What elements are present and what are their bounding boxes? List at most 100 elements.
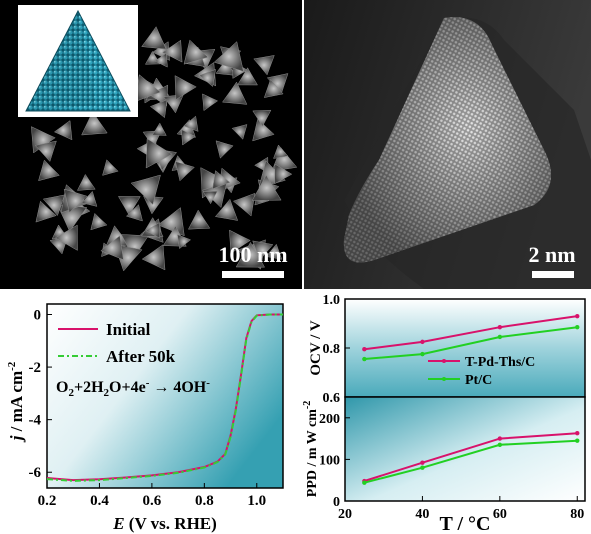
ocv-point	[362, 347, 367, 352]
nanoparticle-cluster-image	[31, 26, 298, 272]
ppd-point	[497, 436, 503, 441]
plot-area	[46, 303, 284, 489]
series-line-1	[46, 313, 283, 482]
nanoparticle	[252, 240, 274, 261]
ocv-y-axis-label: OCV / V	[308, 320, 324, 375]
nanoparticle	[212, 170, 231, 190]
x-tick-label: 0.2	[38, 493, 57, 509]
nanoparticle	[162, 39, 183, 63]
legend-label-ptc: Pt/C	[465, 373, 492, 388]
ppd-point	[420, 465, 425, 470]
x-axis-label: T / °C	[440, 513, 491, 534]
fuel-cell-performance-chart: 0.6 0.8 1.0 0 100 200 20 40 60 80 T-Pd-Ths/C Pt/C…	[302, 293, 586, 534]
nanoparticle	[231, 124, 248, 140]
ocv-point	[497, 324, 503, 330]
nanoparticle	[42, 194, 66, 216]
nanoparticle	[202, 191, 218, 205]
nanoparticle	[34, 140, 57, 162]
nanoparticle	[157, 207, 185, 237]
scale-bar-label: 2 nm	[528, 242, 576, 267]
nanoparticle	[273, 144, 289, 159]
nanoparticle	[175, 161, 195, 182]
ppd-point	[575, 430, 580, 436]
nanoparticle	[202, 93, 219, 112]
nanoparticle	[253, 55, 275, 76]
y-axis-label: j / mA cm-2	[6, 361, 26, 443]
nanoparticle	[222, 81, 248, 105]
nanoparticle	[63, 188, 88, 213]
tetrahedron-model-inset	[18, 5, 138, 117]
legend-label-after: After 50k	[106, 347, 176, 366]
ppd-point	[575, 438, 580, 443]
scale-bar-label: 100 nm	[218, 242, 288, 267]
hrtem-image-panel: 2 nm	[304, 0, 591, 289]
ppd-point	[420, 460, 425, 465]
nanoparticle	[130, 174, 161, 205]
nanoparticle	[145, 222, 161, 239]
nanoparticle	[81, 190, 98, 207]
nanoparticle	[145, 138, 173, 169]
nanoparticle	[141, 244, 166, 271]
nanoparticle	[265, 243, 283, 260]
nanoparticle	[183, 115, 199, 132]
sem-image-panel: 100 nm	[0, 0, 302, 289]
nanoparticle	[81, 111, 108, 136]
nanoparticle	[274, 163, 293, 185]
legend-marker-tpd	[442, 359, 446, 363]
ocv-y-tick-label: 0.8	[323, 342, 341, 357]
nanoparticle	[198, 69, 216, 87]
x-tick-label: 0.6	[143, 493, 162, 509]
nanoparticle	[214, 198, 239, 221]
nanoparticle	[235, 241, 266, 268]
ocv-y-tick-label: 0.6	[323, 391, 341, 406]
ocv-plot-area	[344, 298, 586, 398]
nanoparticle	[151, 122, 167, 136]
x-tick-label: 60	[493, 507, 507, 522]
ocv-point	[420, 339, 425, 345]
nanoparticle	[232, 192, 256, 217]
nanoparticle	[181, 129, 196, 146]
ocv-point	[362, 356, 367, 362]
legend: T-Pd-Ths/C Pt/C	[428, 355, 535, 388]
x-tick-label: 0.8	[195, 493, 214, 509]
lattice-image	[304, 0, 591, 289]
ppd-point	[497, 442, 503, 448]
nanoparticle	[213, 41, 244, 72]
lsv-polarization-chart: 0.2 0.4 0.6 0.8 1.0 0 -2 -4 -6 Initial After 50k…	[6, 303, 284, 533]
legend-label-tpd: T-Pd-Ths/C	[465, 355, 535, 370]
ocv-series-line-0	[364, 315, 578, 351]
nanoparticle	[100, 235, 124, 261]
nanoparticle	[148, 84, 169, 107]
ppd-y-axis-label: PPD / m W cm-2	[302, 401, 320, 497]
nanoparticle	[229, 229, 251, 254]
nanoparticle	[38, 159, 60, 182]
ppd-series-line-0	[364, 432, 578, 482]
nanoparticle	[252, 118, 275, 142]
x-tick-label: 1.0	[247, 493, 266, 509]
y-tick-label: -6	[29, 465, 42, 481]
y-tick-label: -4	[29, 413, 42, 429]
nanoparticle	[163, 94, 184, 114]
svg-text:PPD / m W cm-2: PPD / m W cm-2	[302, 401, 320, 497]
x-tick-label: 20	[338, 507, 352, 522]
nanoparticle	[271, 147, 298, 172]
nanoparticle	[252, 109, 272, 127]
nanoparticle	[141, 26, 167, 50]
scale-bar	[222, 271, 284, 278]
nanoparticle	[215, 140, 234, 159]
x-tick-label: 40	[415, 507, 429, 522]
y-tick-label: -2	[29, 360, 42, 376]
x-tick-label: 0.4	[90, 493, 109, 509]
nanoparticle	[183, 39, 209, 65]
ocv-point	[497, 334, 503, 340]
legend-label-initial: Initial	[106, 320, 151, 339]
nanoparticle	[263, 79, 284, 98]
nanoparticle	[90, 212, 108, 231]
nanoparticle	[54, 224, 78, 251]
ocv-series-line-1	[364, 326, 578, 360]
ppd-point	[362, 480, 367, 485]
svg-text:j / mA cm-2: j / mA cm-2	[6, 361, 26, 443]
ocv-point	[575, 324, 580, 330]
ocv-point	[575, 313, 580, 319]
x-axis-label: E (V vs. RHE)	[112, 514, 217, 533]
